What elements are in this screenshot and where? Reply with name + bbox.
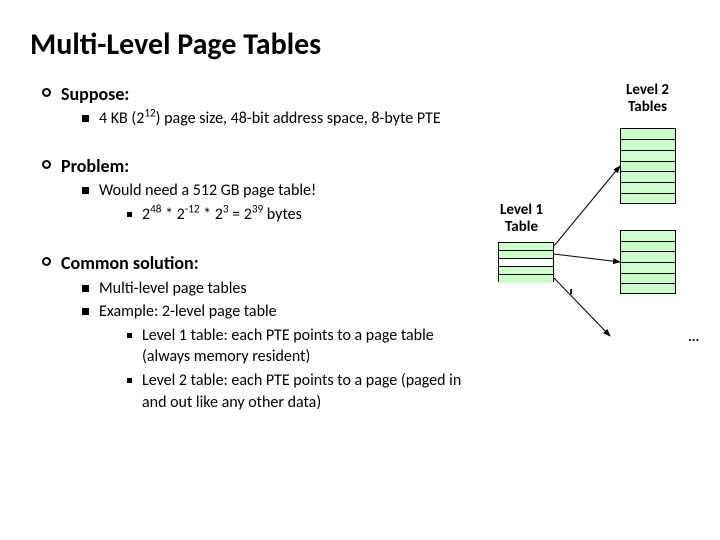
circle-bullet-icon xyxy=(42,160,51,169)
page-table-diagram: Level 2 Tables Level 1 Table ... ... xyxy=(470,82,710,412)
section-suppose: Suppose: 4 KB (212) page size, 48-bit ad… xyxy=(42,82,462,130)
circle-bullet-icon xyxy=(42,257,51,266)
content-area: Suppose: 4 KB (212) page size, 48-bit ad… xyxy=(42,82,462,419)
problem-item-1: Would need a 512 GB page table! xyxy=(99,181,316,200)
diagram-arrows xyxy=(470,82,710,422)
solution-sub-1: Level 1 table: each PTE points to a page… xyxy=(142,325,462,368)
square-bullet-icon xyxy=(82,115,89,122)
small-square-bullet-icon xyxy=(127,333,132,338)
solution-sub-2: Level 2 table: each PTE points to a page… xyxy=(142,370,462,413)
slide-title: Multi-Level Page Tables xyxy=(30,26,321,63)
section-problem: Problem: Would need a 512 GB page table!… xyxy=(42,154,462,227)
suppose-item-1: 4 KB (212) page size, 48-bit address spa… xyxy=(99,108,441,130)
square-bullet-icon xyxy=(82,308,89,315)
problem-label: Problem: xyxy=(61,154,129,178)
problem-sub-1: 248 * 2-12 * 23 = 239 bytes xyxy=(142,204,302,226)
suppose-label: Suppose: xyxy=(61,82,129,106)
small-square-bullet-icon xyxy=(127,212,132,217)
circle-bullet-icon xyxy=(42,88,51,97)
solution-item-1: Multi-level page tables xyxy=(99,278,247,300)
solution-label: Common solution: xyxy=(61,251,199,275)
small-square-bullet-icon xyxy=(127,378,132,383)
solution-item-2: Example: 2-level page table xyxy=(99,302,277,321)
square-bullet-icon xyxy=(82,187,89,194)
section-solution: Common solution: Multi-level page tables… xyxy=(42,251,462,415)
square-bullet-icon xyxy=(82,285,89,292)
